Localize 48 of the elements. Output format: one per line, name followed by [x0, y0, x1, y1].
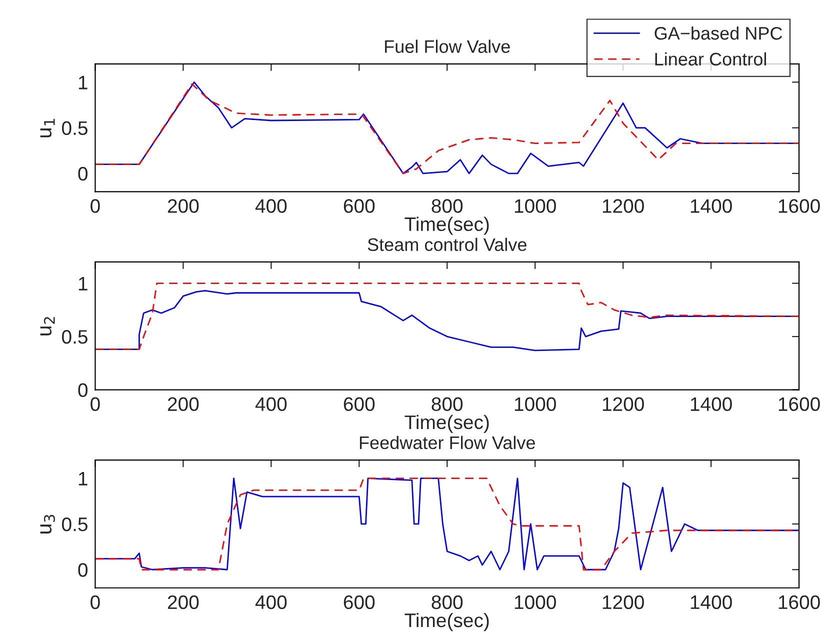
y-tick-label: 0.5: [62, 517, 88, 532]
x-tick-label: 200: [168, 397, 199, 412]
y-tick-label: 1: [78, 276, 88, 290]
y-tick-label: 0: [78, 563, 88, 577]
x-tick-label: 600: [344, 397, 375, 412]
chart-title: Fuel Flow Valve: [385, 40, 510, 53]
legend-label: GA−based NPC: [654, 26, 782, 40]
x-axis-title: Time(sec): [404, 612, 489, 632]
x-tick-label: 200: [168, 595, 199, 610]
x-tick-label: 800: [432, 595, 463, 610]
x-tick-label: 400: [255, 397, 287, 412]
x-tick-label: 1000: [514, 199, 556, 213]
x-tick-label: 1200: [602, 397, 644, 412]
x-tick-label: 1400: [690, 595, 732, 610]
y-tick-label: 1: [78, 472, 88, 486]
x-tick-label: 1000: [514, 397, 556, 412]
y-tick-label: 0.5: [62, 330, 88, 344]
y-tick-label: 0: [78, 383, 88, 398]
x-tick-label: 600: [344, 199, 375, 213]
x-tick-label: 0: [90, 595, 100, 610]
x-tick-label: 1600: [778, 397, 820, 412]
x-tick-label: 600: [344, 595, 375, 610]
x-tick-label: 1600: [778, 199, 820, 213]
y-axis-title: u$_{3}$: [40, 514, 55, 534]
y-axis-title: u$_{1}$: [40, 118, 55, 138]
y-axis-title: u$_{2}$: [40, 317, 55, 336]
x-tick-label: 0: [90, 397, 100, 412]
x-tick-label: 1600: [778, 595, 820, 610]
x-tick-label: 400: [255, 595, 287, 610]
legend-label: Linear Control: [655, 52, 766, 66]
x-tick-label: 800: [432, 397, 463, 412]
x-tick-label: 200: [168, 199, 199, 213]
x-tick-label: 800: [432, 199, 463, 213]
x-tick-label: 0: [90, 199, 100, 213]
x-tick-label: 1400: [690, 397, 732, 412]
y-tick-label: 1: [78, 76, 88, 90]
x-tick-label: 1000: [514, 595, 556, 610]
y-tick-label: 0.5: [62, 121, 88, 136]
chart-title: Steam control Valve: [368, 238, 526, 252]
x-tick-label: 1200: [602, 199, 644, 213]
line-series: [95, 478, 800, 570]
y-tick-label: 0: [78, 166, 88, 181]
x-axis-title: Time(sec): [404, 414, 489, 433]
x-tick-label: 1200: [602, 595, 644, 610]
x-tick-label: 400: [255, 199, 287, 213]
x-tick-label: 1400: [690, 199, 732, 213]
chart-title: Feedwater Flow Valve: [360, 436, 535, 450]
x-axis-title: Time(sec): [404, 216, 489, 235]
